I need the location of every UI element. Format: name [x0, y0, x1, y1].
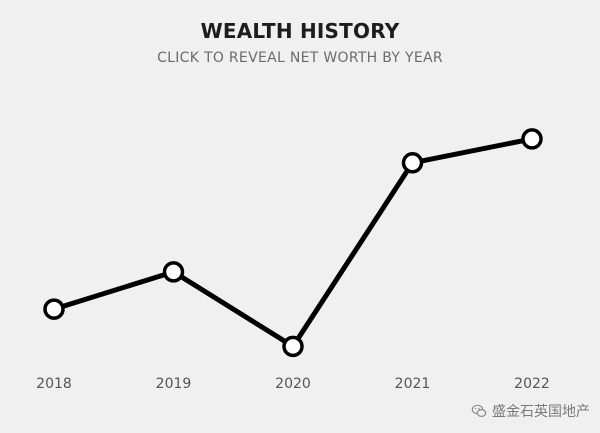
- watermark: 盛金石英国地产: [471, 401, 590, 421]
- chart-title: WEALTH HISTORY: [200, 19, 400, 43]
- x-tick-label-2020: 2020: [275, 376, 311, 392]
- data-point-2021[interactable]: [401, 152, 424, 174]
- x-tick-label-2021: 2021: [395, 376, 431, 392]
- x-tick-label-2019: 2019: [156, 376, 192, 392]
- watermark-text: 盛金石英国地产: [492, 404, 590, 420]
- marker-layer: [43, 128, 543, 358]
- chart-subtitle[interactable]: CLICK TO REVEAL NET WORTH BY YEAR: [157, 50, 443, 66]
- data-point-2019[interactable]: [162, 261, 185, 283]
- x-tick-label-2018: 2018: [36, 376, 72, 392]
- data-point-2022[interactable]: [521, 128, 543, 150]
- x-tick-label-2022: 2022: [514, 376, 550, 392]
- series-line: [51, 136, 535, 349]
- data-point-2020[interactable]: [282, 335, 304, 358]
- series-line-layer: [51, 136, 535, 349]
- data-point-2018[interactable]: [43, 298, 65, 320]
- x-tick-labels: 2018 2019 2020 2021 2022: [36, 376, 550, 392]
- wechat-icon: [471, 404, 487, 418]
